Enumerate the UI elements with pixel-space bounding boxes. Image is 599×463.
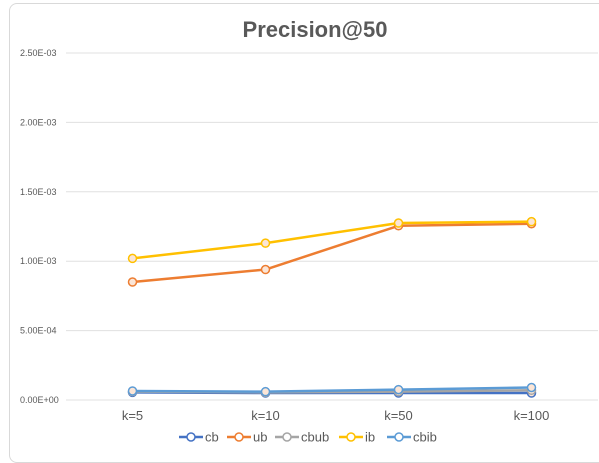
legend-item-cb: cb — [179, 430, 219, 445]
data-point-cbib — [260, 386, 271, 397]
series-lines — [127, 216, 537, 398]
y-tick-label: 5.00E-04 — [20, 326, 57, 336]
legend-marker — [346, 432, 356, 442]
x-tick-label: k=5 — [122, 408, 143, 423]
data-point-ub — [127, 277, 138, 287]
data-point-ib — [526, 216, 537, 227]
series-line-ib — [132, 220, 532, 260]
y-tick-label: 2.00E-03 — [20, 117, 57, 127]
legend-label: ib — [365, 430, 375, 445]
data-point-ib — [127, 253, 138, 264]
gridlines — [66, 52, 598, 401]
y-tick-label: 1.00E-03 — [20, 256, 57, 266]
legend-label: cbub — [301, 430, 329, 445]
legend-item-ub: ub — [227, 430, 267, 445]
legend-item-cbib: cbib — [387, 430, 437, 445]
x-tick-label: k=50 — [384, 408, 413, 423]
y-tick-label: 0.00E+00 — [20, 395, 59, 405]
x-tick-label: k=100 — [514, 408, 550, 423]
x-tick-label: k=10 — [251, 408, 280, 423]
legend: cb ub cbub ib cbib — [179, 430, 437, 445]
legend-label: cbib — [413, 430, 437, 445]
legend-marker — [234, 432, 244, 442]
y-tick-label: 1.50E-03 — [20, 187, 57, 197]
legend-marker — [394, 432, 404, 442]
y-axis-ticks: 0.00E+00 5.00E-04 1.00E-03 1.50E-03 2.00E-03… — [20, 48, 59, 405]
line-chart: Precision@50 0.00E+00 5.00E-04 1.00E-03 1.5… — [20, 17, 598, 445]
data-point-cbib — [393, 384, 404, 395]
x-axis-ticks: k=5 k=10 k=50 k=100 — [122, 408, 550, 423]
legend-item-ib: ib — [339, 430, 375, 445]
data-point-cbib — [127, 386, 138, 396]
chart-frame — [9, 3, 599, 463]
legend-label: cb — [205, 430, 219, 445]
legend-label: ub — [253, 430, 267, 445]
data-point-cbib — [526, 382, 537, 393]
data-point-ib — [393, 218, 404, 228]
series-line-cbib — [132, 386, 532, 393]
legend-marker — [282, 432, 292, 442]
data-point-ib — [260, 238, 271, 248]
legend-marker — [186, 432, 196, 442]
series-line-ub — [132, 222, 532, 284]
series-cbib — [127, 382, 537, 397]
series-ib — [127, 216, 537, 264]
chart-title: Precision@50 — [243, 17, 388, 42]
legend-item-cbub: cbub — [275, 430, 329, 445]
data-point-ub — [260, 264, 271, 275]
y-tick-label: 2.50E-03 — [20, 48, 57, 58]
